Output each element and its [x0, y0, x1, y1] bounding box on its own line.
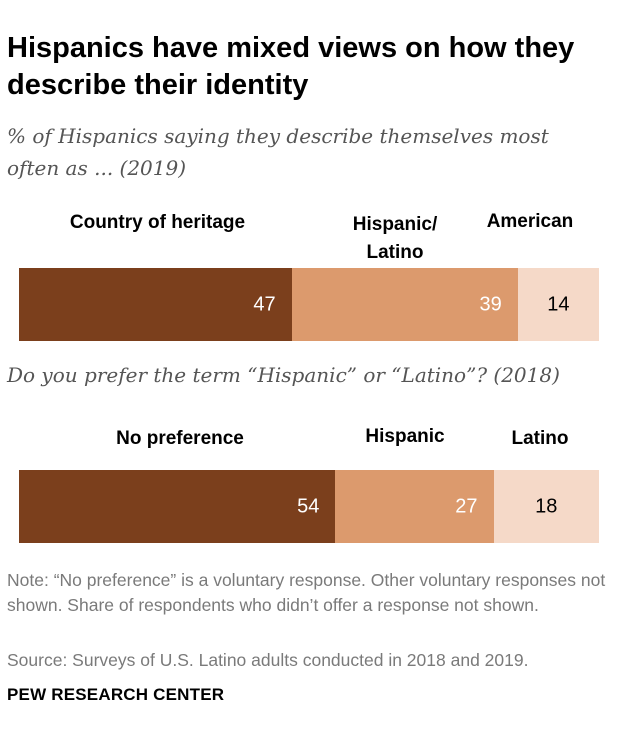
data-label: 47: [253, 293, 276, 315]
data-label: 54: [297, 495, 320, 517]
category-label: No preference: [116, 428, 244, 449]
bar-segment-0: 47: [19, 268, 292, 341]
data-label: 39: [479, 293, 502, 315]
data-label: 14: [547, 293, 570, 315]
bar-segment-2: 18: [493, 470, 599, 543]
category-label: Latino: [511, 428, 569, 449]
category-label: Hispanic/ Latino: [352, 214, 438, 263]
chart-1-subtitle: % of Hispanics saying they describe them…: [7, 124, 549, 180]
category-label: American: [486, 211, 574, 232]
chart-2-subtitle: Do you prefer the term “Hispanic” or “La…: [7, 363, 560, 387]
category-label: Country of heritage: [69, 212, 246, 233]
chart-title: Hispanics have mixed views on how they d…: [7, 32, 575, 101]
data-label: 27: [455, 495, 478, 517]
category-label: Hispanic: [365, 426, 445, 447]
chart-note: Note: “No preference” is a voluntary res…: [7, 570, 606, 615]
chart-source: Source: Surveys of U.S. Latino adults co…: [7, 650, 529, 670]
data-label: 18: [535, 495, 558, 517]
bar-segment-0: 54: [19, 470, 336, 543]
pew-research-center-logo: PEW RESEARCH CENTER: [7, 685, 225, 704]
bar-segment-1: 27: [335, 470, 494, 543]
stacked-bar: 54 27 18: [19, 470, 599, 543]
bar-segment-2: 14: [517, 268, 599, 341]
bar-segment-1: 39: [291, 268, 518, 341]
stacked-bar: 47 39 14: [19, 268, 599, 341]
